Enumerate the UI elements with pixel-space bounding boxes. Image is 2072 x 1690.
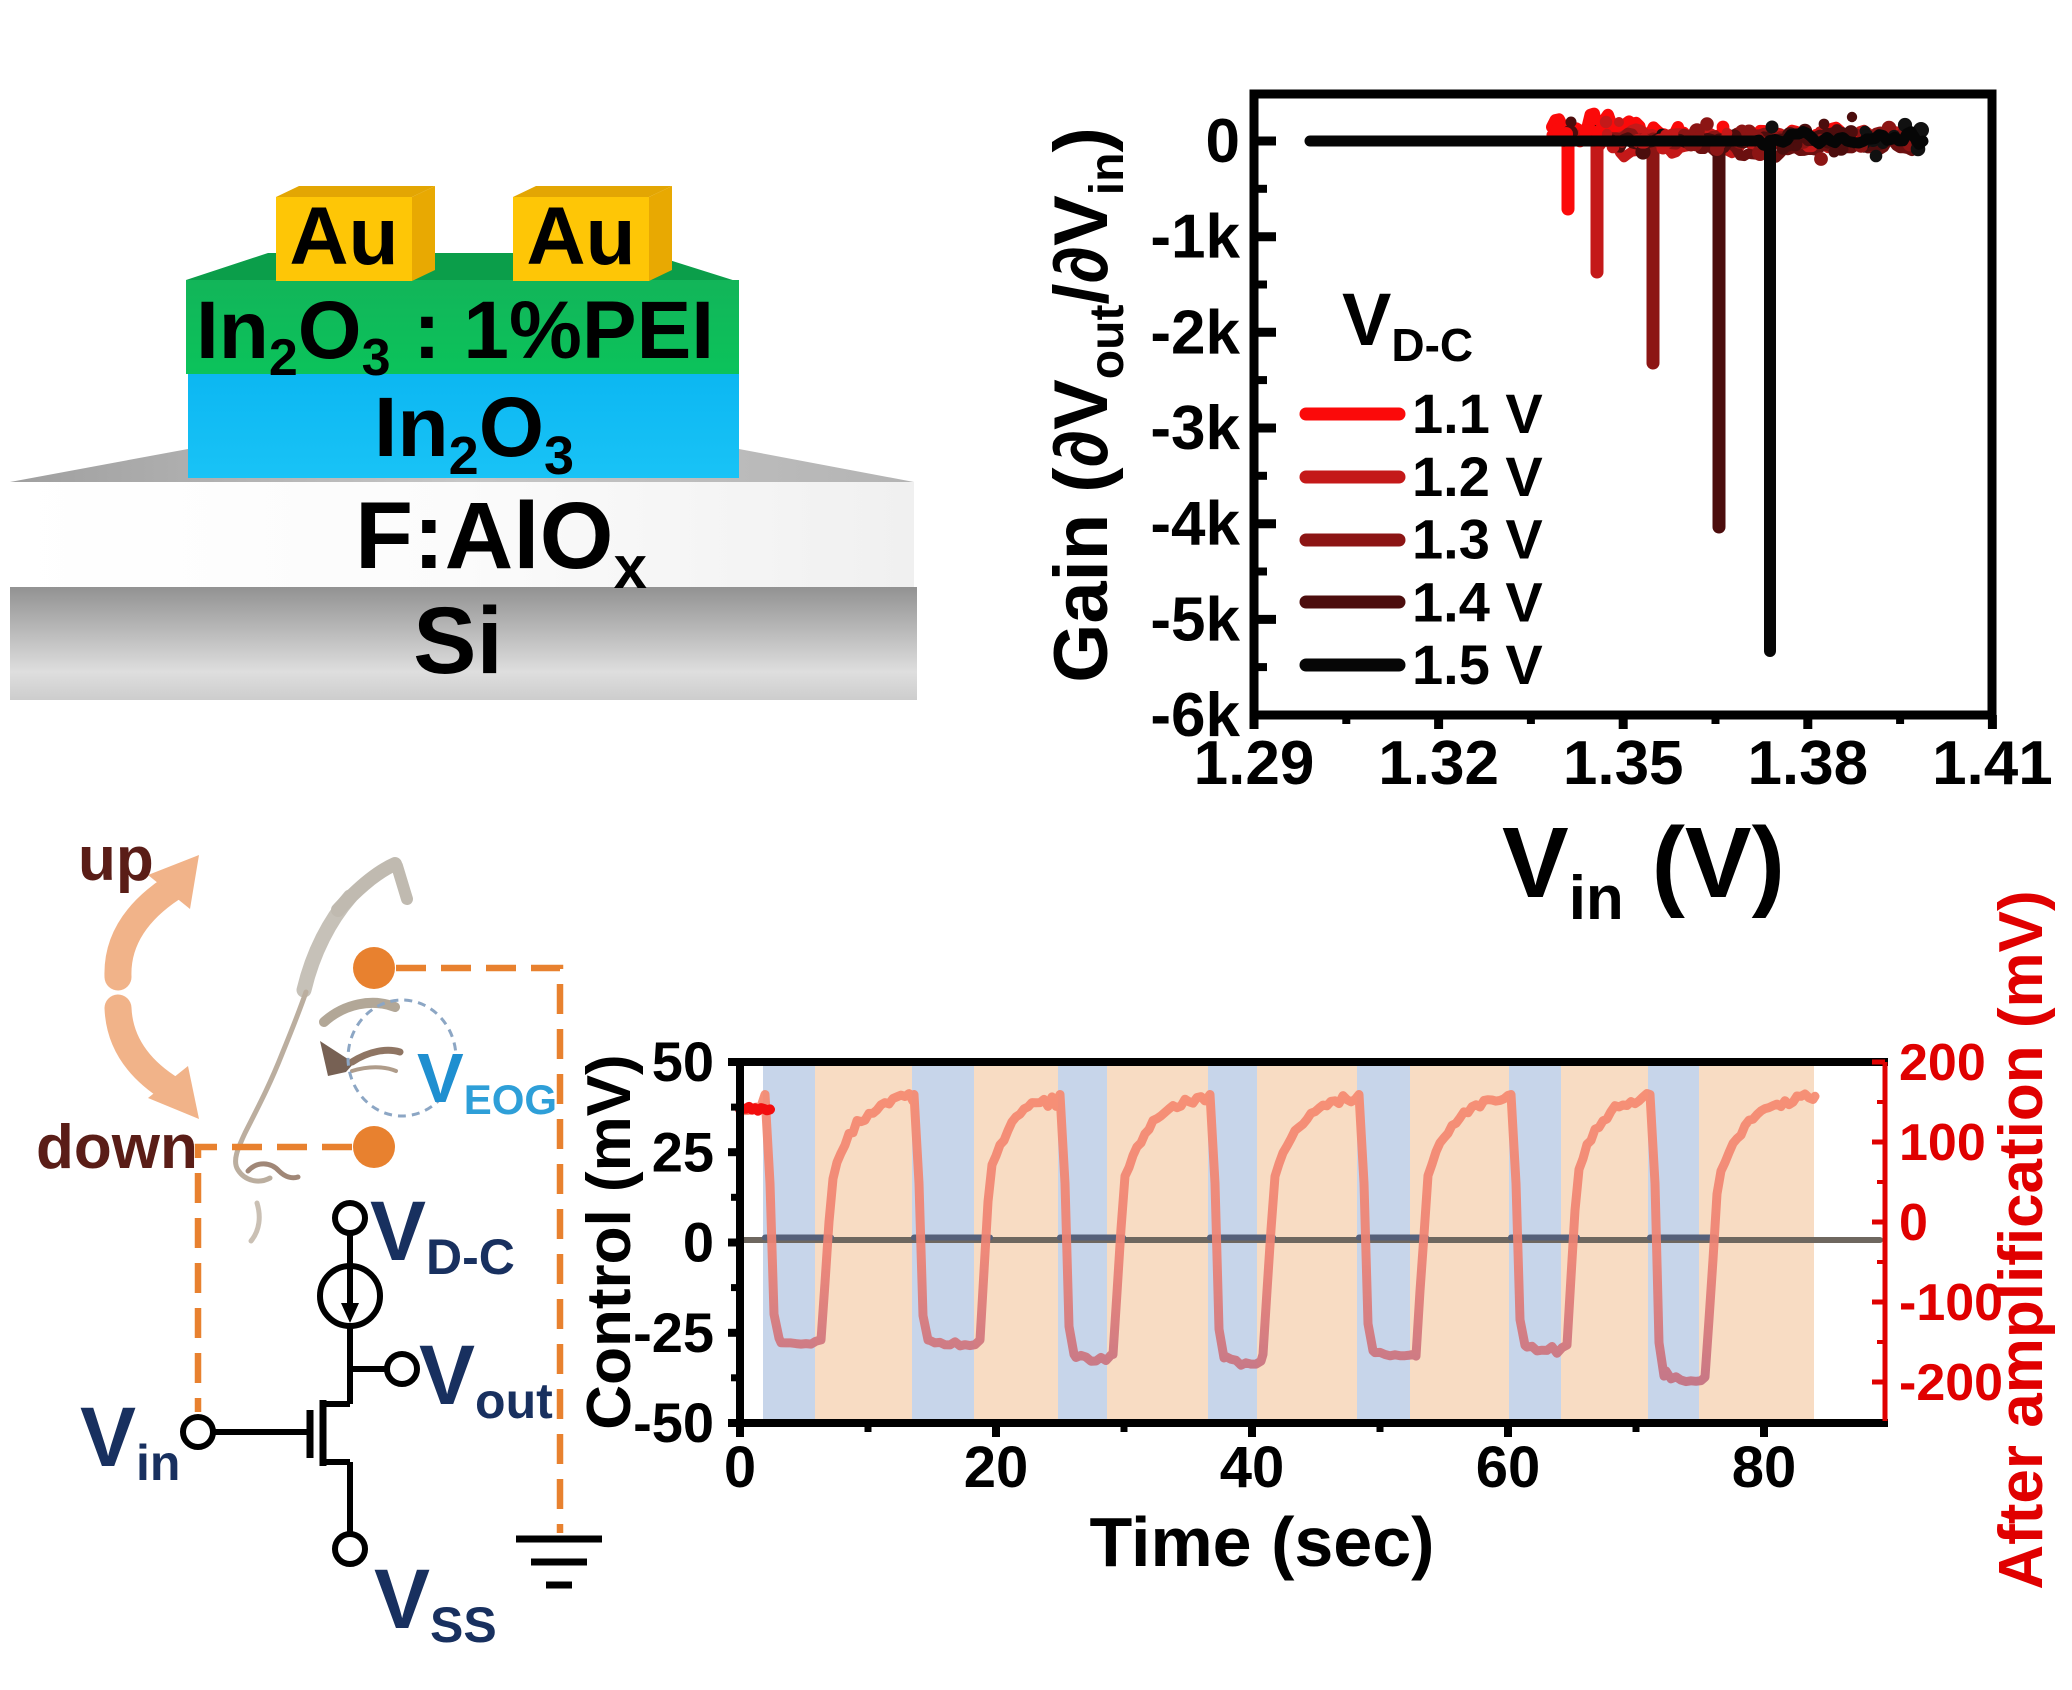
svg-text:Au: Au <box>526 191 635 282</box>
svg-text:-50: -50 <box>633 1391 714 1454</box>
svg-text:-200: -200 <box>1899 1354 2003 1412</box>
svg-text:200: 200 <box>1899 1034 1986 1092</box>
svg-text:-1k: -1k <box>1150 203 1240 272</box>
svg-text:In2O3 : 1%PEI: In2O3 : 1%PEI <box>196 285 714 387</box>
svg-text:Au: Au <box>289 191 398 282</box>
svg-text:1.3 V: 1.3 V <box>1412 508 1543 571</box>
svg-text:0: 0 <box>724 1435 756 1500</box>
svg-text:1.32: 1.32 <box>1378 729 1499 798</box>
svg-text:After amplification (mV): After amplification (mV) <box>1987 890 2056 1589</box>
svg-text:up: up <box>78 825 154 894</box>
svg-text:0: 0 <box>683 1211 714 1274</box>
svg-text:Control (mV): Control (mV) <box>575 1054 644 1429</box>
svg-text:-25: -25 <box>633 1301 714 1364</box>
svg-text:1.38: 1.38 <box>1747 729 1868 798</box>
svg-text:-2k: -2k <box>1150 298 1240 367</box>
svg-text:1.41: 1.41 <box>1932 729 2053 798</box>
svg-text:60: 60 <box>1476 1435 1541 1500</box>
svg-text:-6k: -6k <box>1150 681 1240 750</box>
svg-text:Vin (V): Vin (V) <box>1502 807 1785 933</box>
svg-text:Si: Si <box>413 588 503 694</box>
svg-text:-4k: -4k <box>1150 490 1240 559</box>
svg-text:-5k: -5k <box>1150 585 1240 654</box>
svg-text:1.4 V: 1.4 V <box>1412 570 1543 633</box>
svg-text:1.5 V: 1.5 V <box>1412 633 1543 696</box>
svg-text:0: 0 <box>1899 1194 1928 1252</box>
svg-text:In2O3: In2O3 <box>374 380 574 486</box>
svg-text:25: 25 <box>652 1120 714 1183</box>
svg-text:100: 100 <box>1899 1114 1986 1172</box>
svg-text:-3k: -3k <box>1150 394 1240 463</box>
svg-text:80: 80 <box>1732 1435 1797 1500</box>
svg-text:1.2 V: 1.2 V <box>1412 445 1543 508</box>
svg-text:40: 40 <box>1220 1435 1285 1500</box>
svg-text:F:AlOx: F:AlOx <box>355 483 647 601</box>
svg-text:-100: -100 <box>1899 1274 2003 1332</box>
svg-text:Time (sec): Time (sec) <box>1090 1503 1435 1581</box>
svg-text:1.29: 1.29 <box>1194 729 1315 798</box>
svg-text:20: 20 <box>964 1435 1029 1500</box>
svg-text:0: 0 <box>1206 107 1240 176</box>
svg-text:1.1 V: 1.1 V <box>1412 382 1543 445</box>
svg-text:Gain (∂Vout/∂Vin): Gain (∂Vout/∂Vin) <box>1039 127 1134 683</box>
svg-text:50: 50 <box>652 1030 714 1093</box>
svg-text:down: down <box>36 1113 198 1182</box>
svg-text:1.35: 1.35 <box>1563 729 1684 798</box>
